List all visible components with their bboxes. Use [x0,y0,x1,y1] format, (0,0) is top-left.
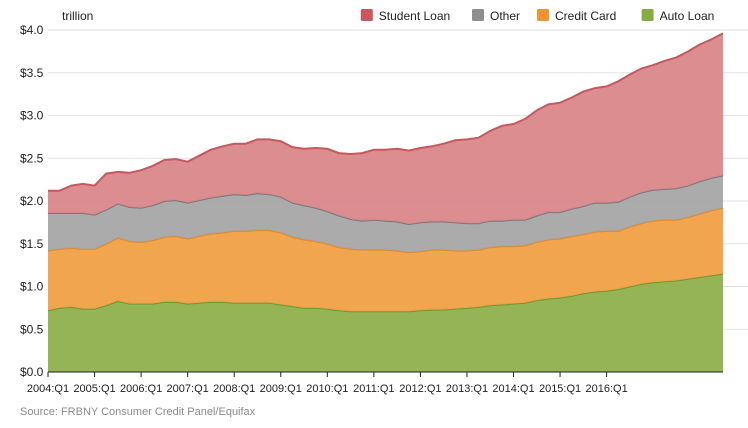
y-tick-label: $1.5 [20,237,44,251]
y-unit-label: trillion [62,9,93,23]
x-axis-ticks: 2004:Q1 2005:Q1 2006:Q1 2007:Q1 2008:Q1 2009:… [27,372,628,395]
x-tick-label: 2006:Q1 [120,383,162,395]
x-tick-label: 2005:Q1 [73,383,115,395]
legend-swatch-credit-card [537,9,549,21]
y-tick-label: $1.0 [20,280,44,294]
x-tick-label: 2012:Q1 [399,383,441,395]
legend-label-other: Other [490,9,520,23]
y-tick-label: $3.0 [20,109,44,123]
y-tick-label: $4.0 [20,23,44,37]
x-tick-label: 2010:Q1 [306,383,348,395]
line-student-loan [48,32,724,192]
y-tick-label: $0.0 [20,365,44,379]
source-note: Source: FRBNY Consumer Credit Panel/Equi… [20,406,256,418]
legend-swatch-auto-loan [641,9,654,21]
x-tick-label: 2008:Q1 [213,383,255,395]
legend-label-auto-loan: Auto Loan [660,9,715,23]
y-tick-label: $3.5 [20,66,44,80]
area-student-loan [48,33,723,225]
x-tick-label: 2013:Q1 [446,383,488,395]
y-tick-label: $0.5 [20,322,44,336]
y-tick-label: $2.5 [20,151,44,165]
x-tick-label: 2009:Q1 [260,383,302,395]
y-axis-ticks: $0.0 $0.5 $1.0 $1.5 $2.0 $2.5 $3.0 $3.5 $4.0 [20,23,44,379]
x-tick-label: 2014:Q1 [492,383,534,395]
legend-label-student-loan: Student Loan [379,9,450,23]
y-tick-label: $2.0 [20,194,44,208]
area-layers [47,32,724,372]
legend-swatch-other [472,9,484,21]
legend-label-credit-card: Credit Card [555,9,616,23]
x-tick-label: 2011:Q1 [353,383,394,395]
x-tick-label: 2015:Q1 [539,383,581,395]
legend: Student Loan Other Credit Card Auto Loan [360,9,715,23]
area-other [48,175,723,253]
x-tick-label: 2016:Q1 [586,383,628,395]
legend-swatch-student-loan [360,9,373,21]
x-tick-label: 2007:Q1 [167,383,209,395]
x-tick-label: 2004:Q1 [27,383,69,395]
